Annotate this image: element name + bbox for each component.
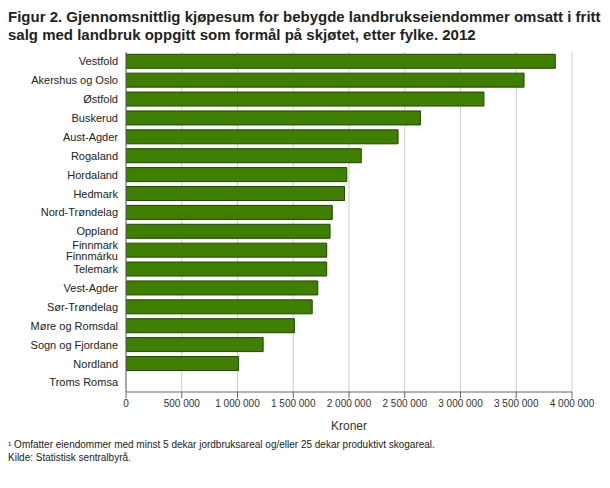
- svg-text:2 000 000: 2 000 000: [327, 398, 372, 409]
- svg-text:Vestfold: Vestfold: [79, 55, 118, 67]
- svg-text:Rogaland: Rogaland: [71, 150, 118, 162]
- svg-text:Akershus og Oslo: Akershus og Oslo: [31, 74, 118, 86]
- svg-text:Oppland: Oppland: [76, 225, 118, 237]
- svg-text:0: 0: [123, 398, 129, 409]
- html-text:Figur 2. Gjennomsnittlig kjøpe: Figur 2. Gjennomsnittlig kjøpesum for be…: [8, 8, 601, 43]
- svg-text:1 000 000: 1 000 000: [215, 398, 260, 409]
- svg-text:Møre og Romsdal: Møre og Romsdal: [31, 320, 118, 332]
- svg-text:4 000 000: 4 000 000: [550, 398, 595, 409]
- svg-text:Troms Romsa: Troms Romsa: [49, 376, 119, 388]
- svg-text:500 000: 500 000: [164, 398, 201, 409]
- svg-text:Buskerud: Buskerud: [72, 112, 118, 124]
- svg-text:3 000 000: 3 000 000: [438, 398, 483, 409]
- svg-text:1 500 000: 1 500 000: [271, 398, 316, 409]
- svg-text:Østfold: Østfold: [83, 93, 118, 105]
- svg-text:Aust-Agder: Aust-Agder: [63, 131, 118, 143]
- svg-text:2 500 000: 2 500 000: [383, 398, 428, 409]
- svg-text:Sør-Trøndelag: Sør-Trøndelag: [47, 301, 118, 313]
- svg-text:Kroner: Kroner: [331, 419, 367, 433]
- svg-text:Nordland: Nordland: [73, 358, 118, 370]
- svg-text:Hedmark: Hedmark: [73, 188, 118, 200]
- html-text:Kilde: Statistisk sentralbyrå.: Kilde: Statistisk sentralbyrå.: [8, 452, 131, 463]
- svg-text:Nord-Trøndelag: Nord-Trøndelag: [41, 206, 118, 218]
- svg-text:Telemark: Telemark: [73, 263, 118, 275]
- svg-text:Vest-Agder: Vest-Agder: [64, 282, 119, 294]
- svg-text:3 500 000: 3 500 000: [494, 398, 539, 409]
- svg-text:Sogn og Fjordane: Sogn og Fjordane: [31, 339, 118, 351]
- svg-text:FinnmarkFinnmárku: FinnmarkFinnmárku: [66, 239, 118, 262]
- svg-text:Hordaland: Hordaland: [67, 169, 118, 181]
- html-text:¹ Omfatter eiendommer med mins: ¹ Omfatter eiendommer med minst 5 dekar …: [8, 439, 435, 450]
